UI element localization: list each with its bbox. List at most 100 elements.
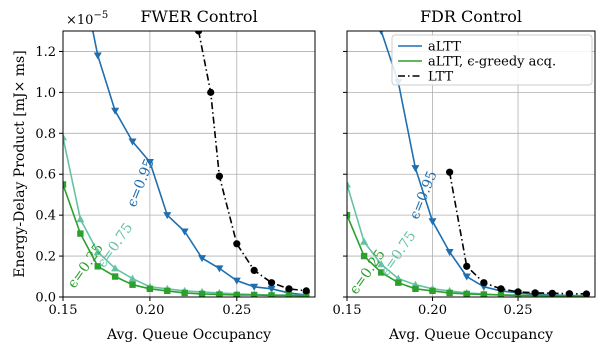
data-point: [164, 287, 171, 295]
data-point: [378, 269, 385, 276]
data-point: [347, 180, 351, 188]
data-point: [463, 290, 470, 297]
data-point: [395, 279, 402, 286]
data-point: [181, 289, 188, 297]
data-point: [111, 107, 120, 115]
data-point: [77, 230, 84, 237]
data-point: [497, 291, 505, 297]
data-point: [198, 290, 206, 297]
data-point: [378, 31, 384, 35]
data-point: [445, 248, 454, 256]
data-point: [93, 247, 102, 255]
y-tick-label: 1.0: [35, 86, 56, 101]
plot-area: [63, 31, 311, 297]
y-axis-label: Energy-Delay Product [mJ× ms]: [12, 50, 28, 277]
x-tick-label: 0.25: [504, 303, 533, 318]
data-point: [194, 31, 203, 35]
series-line: [448, 172, 587, 295]
data-point: [93, 52, 102, 60]
data-point: [111, 273, 119, 280]
series-ltt: [446, 168, 591, 297]
series-line: [63, 137, 307, 297]
data-point: [285, 285, 293, 293]
x-tick-label: 0.20: [418, 303, 447, 318]
data-point: [198, 255, 207, 263]
y-tick-label: 0.2: [35, 250, 56, 265]
data-point: [76, 215, 85, 223]
axes-frame: [346, 30, 596, 298]
data-point: [250, 266, 258, 274]
data-point: [145, 158, 154, 166]
data-point: [267, 279, 276, 287]
panel-title: FDR Control: [420, 7, 522, 26]
data-point: [250, 283, 259, 291]
y-multiplier-base: ×10: [66, 13, 93, 28]
y-tick-label: 0.0: [35, 291, 56, 306]
data-point: [111, 264, 120, 272]
data-point: [268, 292, 275, 297]
data-point: [360, 237, 369, 245]
series--0-75: [347, 180, 590, 297]
series--0-25: [63, 181, 310, 297]
data-point: [285, 292, 293, 297]
data-point: [63, 133, 67, 141]
legend-label: aLTT: [428, 40, 461, 55]
y-tick-label: 0.4: [35, 209, 56, 224]
data-point: [267, 285, 276, 293]
data-point: [232, 277, 241, 285]
data-point: [411, 165, 420, 173]
data-point: [548, 289, 556, 297]
x-tick-label: 0.20: [135, 303, 164, 318]
legend-label: LTT: [428, 70, 453, 85]
panel-title: FWER Control: [140, 7, 257, 26]
data-point: [582, 290, 591, 297]
data-point: [250, 291, 258, 297]
data-point: [480, 291, 488, 297]
x-axis-label: Avg. Queue Occupancy: [106, 327, 271, 343]
data-point: [497, 285, 505, 293]
data-point: [215, 265, 224, 273]
data-point: [128, 138, 137, 146]
series-line: [63, 184, 307, 297]
data-point: [207, 88, 215, 96]
data-point: [446, 289, 453, 297]
data-point: [94, 263, 101, 270]
data-point: [216, 291, 223, 297]
data-point: [233, 291, 240, 297]
data-point: [428, 218, 437, 226]
x-tick-label: 0.25: [222, 303, 251, 318]
data-point: [128, 274, 137, 282]
data-point: [412, 285, 419, 293]
data-point: [233, 240, 241, 248]
data-point: [377, 260, 386, 268]
data-point: [429, 287, 436, 295]
legend-box: [391, 34, 593, 86]
plot-area: [347, 31, 591, 297]
series-line: [197, 31, 307, 292]
legend-label: aLTT, ϵ-greedy acq.: [428, 55, 556, 70]
series-ltt: [194, 31, 310, 295]
y-tick-label: 0.6: [35, 168, 56, 183]
data-point: [347, 211, 351, 219]
y-tick-label: 0.8: [35, 127, 56, 142]
data-point: [531, 289, 539, 297]
data-point: [302, 287, 310, 295]
data-point: [446, 168, 454, 176]
y-multiplier-exponent: −5: [93, 10, 108, 21]
axes-frame: [62, 30, 316, 298]
x-tick-label: 0.15: [333, 303, 362, 318]
x-axis-label: Avg. Queue Occupancy: [388, 327, 553, 343]
series-annotation: ϵ=0.95: [124, 156, 158, 209]
data-point: [129, 281, 136, 288]
data-point: [463, 262, 471, 270]
data-point: [146, 285, 154, 293]
y-tick-label: 1.2: [35, 45, 56, 60]
data-point: [360, 252, 368, 260]
fwer-panel: ϵ=0.95ϵ=0.75ϵ=0.250.15 0.20 0.250.00.20.40…: [35, 7, 316, 343]
series-annotation: ϵ=0.95: [407, 169, 441, 222]
data-point: [565, 290, 573, 297]
data-point: [163, 212, 172, 220]
